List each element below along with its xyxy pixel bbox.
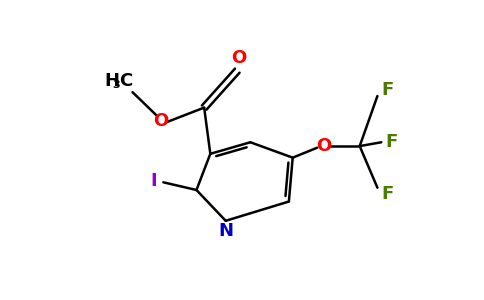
Text: C: C — [120, 72, 133, 90]
Text: F: F — [385, 133, 397, 151]
Text: O: O — [231, 49, 246, 67]
Text: F: F — [381, 81, 393, 99]
Text: 3: 3 — [112, 80, 120, 89]
Text: O: O — [152, 112, 168, 130]
Text: I: I — [151, 172, 157, 190]
Text: H: H — [104, 72, 119, 90]
Text: F: F — [381, 185, 393, 203]
Text: O: O — [316, 137, 331, 155]
Text: N: N — [218, 222, 233, 240]
